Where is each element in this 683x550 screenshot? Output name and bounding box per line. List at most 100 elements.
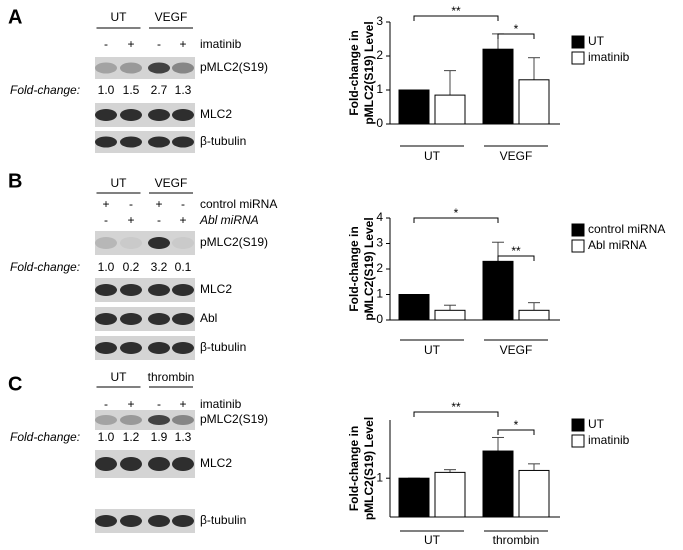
fold-value: 1.0 (98, 430, 115, 444)
y-tick-label: 4 (376, 210, 383, 224)
blot-band (120, 313, 142, 325)
legend-swatch (571, 223, 585, 237)
fold-value: 1.0 (98, 260, 115, 274)
significance-bracket (413, 217, 499, 223)
bar (398, 477, 430, 518)
fold-value: 1.3 (175, 83, 192, 97)
y-tick-label: 3 (376, 236, 383, 250)
y-tick-label: 1 (376, 470, 383, 484)
blot-band (172, 109, 194, 121)
significance-label: ** (511, 244, 521, 258)
fold-value: 3.2 (151, 260, 168, 274)
blot-band (148, 136, 170, 148)
band-label: β-tubulin (200, 340, 246, 354)
group-label: VEGF (155, 10, 188, 24)
blot-band (148, 342, 170, 354)
blot-band (172, 515, 194, 527)
fold-value: 0.2 (123, 260, 140, 274)
blot-band (148, 109, 170, 121)
fold-label: Fold-change: (10, 83, 80, 97)
treatment-sign: - (157, 37, 161, 51)
treatment-label: imatinib (200, 397, 242, 411)
significance-label: * (454, 206, 459, 220)
blot-band (95, 313, 117, 325)
y-axis-label: Fold-change in (347, 30, 361, 115)
fold-value: 1.0 (98, 83, 115, 97)
bar (518, 79, 550, 125)
bar (434, 309, 466, 321)
bar (518, 309, 550, 321)
y-axis-label: Fold-change in (347, 226, 361, 311)
blot-band (95, 62, 117, 74)
blot-strip (95, 410, 195, 430)
bar (398, 89, 430, 125)
bar (482, 450, 514, 518)
blot-band (95, 109, 117, 121)
bar (398, 294, 430, 321)
blot-band (120, 457, 142, 471)
blot-band (120, 62, 142, 74)
legend-swatch (571, 418, 585, 432)
blot-band (95, 284, 117, 296)
blot-band (172, 342, 194, 354)
band-label: MLC2 (200, 107, 232, 121)
band-label: β-tubulin (200, 513, 246, 527)
treatment-label: control miRNA (200, 197, 277, 211)
y-tick-label: 1 (376, 287, 383, 301)
fold-value: 1.2 (123, 430, 140, 444)
legend-label: imatinib (588, 433, 630, 447)
significance-bracket (497, 255, 535, 261)
y-axis-label: pMLC2(S19) Level (362, 217, 376, 320)
y-tick-label: 0 (376, 312, 383, 326)
blot-band (120, 136, 142, 148)
fold-label: Fold-change: (10, 260, 80, 274)
treatment-sign: + (127, 213, 134, 227)
y-tick-label: 0 (376, 116, 383, 130)
blot-band (172, 136, 194, 148)
treatment-sign: - (104, 397, 108, 411)
blot-band (148, 457, 170, 471)
legend-swatch (571, 239, 585, 253)
blot-band (172, 457, 194, 471)
treatment-sign: + (179, 37, 186, 51)
y-axis-label: Fold-change in (347, 426, 361, 511)
bar (434, 471, 466, 518)
blot-band (120, 237, 142, 249)
blot-band (120, 342, 142, 354)
y-tick-label: 3 (376, 14, 383, 28)
blot-band (148, 62, 170, 74)
treatment-sign: - (157, 213, 161, 227)
panel-letter: B (8, 170, 22, 192)
treatment-sign: + (155, 197, 162, 211)
blot-band (148, 515, 170, 527)
band-label: pMLC2(S19) (200, 60, 268, 74)
legend-label: Abl miRNA (588, 238, 647, 252)
band-label: Abl (200, 311, 217, 325)
treatment-sign: - (104, 37, 108, 51)
bar (482, 260, 514, 321)
blot-band (148, 415, 170, 425)
band-label: β-tubulin (200, 134, 246, 148)
blot-band (172, 237, 194, 249)
blot-band (172, 415, 194, 425)
y-tick-label: 2 (376, 48, 383, 62)
blot-band (95, 515, 117, 527)
significance-label: * (514, 418, 519, 432)
bar (434, 94, 466, 125)
blot-band (172, 313, 194, 325)
panel-letter: C (8, 373, 22, 395)
treatment-sign: + (127, 37, 134, 51)
legend-swatch (571, 51, 585, 65)
bar (482, 48, 514, 125)
x-tick-label: UT (424, 149, 441, 163)
blot-band (148, 284, 170, 296)
fold-value: 1.3 (175, 430, 192, 444)
blot-band (95, 136, 117, 148)
significance-bracket (497, 429, 535, 435)
blot-band (120, 284, 142, 296)
x-tick-label: UT (424, 533, 441, 547)
legend-swatch (571, 35, 585, 49)
x-tick-label: UT (424, 343, 441, 357)
panel-letter: A (8, 6, 22, 28)
treatment-sign: + (127, 397, 134, 411)
